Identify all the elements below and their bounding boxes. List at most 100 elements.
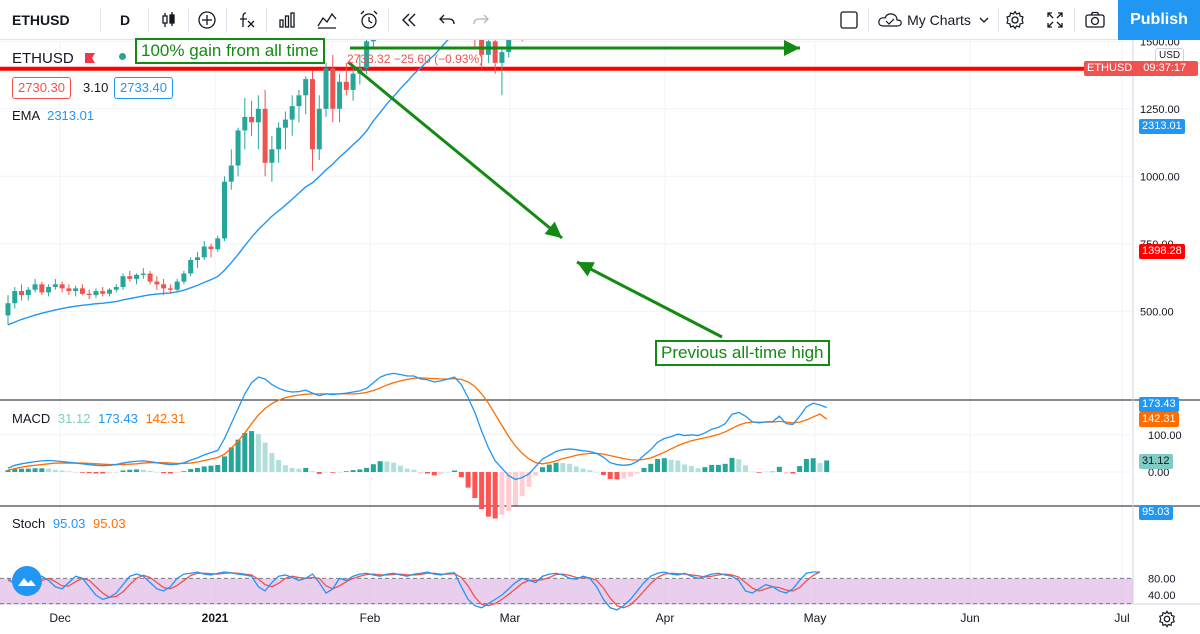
candle-body bbox=[208, 246, 214, 250]
main-legend-symbol[interactable]: ETHUSD bbox=[12, 50, 74, 67]
macd-histogram-bar bbox=[607, 472, 613, 480]
macd-histogram-bar bbox=[161, 472, 167, 474]
macd-histogram-bar bbox=[323, 472, 329, 473]
interval-button[interactable]: D bbox=[119, 12, 131, 28]
tradingview-logo-icon[interactable] bbox=[12, 566, 42, 596]
ema-axis-label: 2313.01 bbox=[1139, 119, 1185, 134]
undo-icon[interactable] bbox=[432, 0, 462, 40]
macd-histogram-bar bbox=[763, 471, 769, 473]
candle-body bbox=[201, 246, 207, 258]
cloud-icon bbox=[877, 12, 903, 28]
stoch-d-line bbox=[7, 571, 821, 609]
macd-histogram-bar bbox=[519, 472, 525, 497]
settings-icon[interactable] bbox=[1000, 0, 1030, 40]
macd-histogram-bar bbox=[52, 469, 58, 472]
candle-body bbox=[343, 81, 349, 90]
macd-histogram-bar bbox=[391, 462, 397, 472]
layout-icon[interactable] bbox=[834, 0, 864, 40]
last-price-time: 09:37:17 bbox=[1143, 62, 1187, 74]
time-tick-label: May bbox=[804, 611, 827, 625]
macd-histogram-bar bbox=[350, 470, 356, 472]
last-price-label: ETHUSD 09:37:17 bbox=[1084, 61, 1198, 76]
macd-histogram-bar bbox=[770, 471, 776, 473]
candle-body bbox=[46, 287, 52, 293]
candle-body bbox=[100, 291, 106, 294]
stoch-tick-label: 80.00 bbox=[1148, 573, 1176, 585]
macd-histogram-bar bbox=[749, 471, 755, 473]
macd-histogram-bar bbox=[19, 468, 25, 472]
macd-histogram-bar bbox=[208, 465, 214, 472]
macd-histogram-bar bbox=[600, 472, 606, 475]
candles-icon[interactable] bbox=[154, 0, 184, 40]
macd-line bbox=[7, 372, 827, 481]
macd-histogram-bar bbox=[418, 472, 424, 474]
replay-icon[interactable] bbox=[394, 0, 424, 40]
macd-legend[interactable]: MACD 31.12 173.43 142.31 bbox=[12, 411, 185, 426]
macd-histogram-bar bbox=[404, 468, 410, 472]
macd-histogram-bar bbox=[702, 467, 708, 472]
macd-histogram-bar bbox=[93, 472, 99, 474]
add-indicator-icon[interactable] bbox=[192, 0, 222, 40]
symbol-search-button[interactable]: ETHUSD bbox=[12, 12, 70, 28]
candle-body bbox=[181, 273, 187, 282]
macd-histogram-bar bbox=[675, 460, 681, 472]
flag-icon[interactable] bbox=[84, 51, 96, 63]
chart-area[interactable]: 500.00750.001000.001250.001500.001750.00… bbox=[0, 40, 1200, 634]
stoch-d-value: 95.03 bbox=[93, 516, 126, 531]
macd-histogram-bar bbox=[472, 472, 478, 499]
candle-body bbox=[194, 257, 200, 260]
candle-body bbox=[25, 289, 31, 296]
candle-body bbox=[282, 119, 288, 128]
time-tick-label: Dec bbox=[49, 611, 70, 625]
macd-signal-value: 142.31 bbox=[145, 411, 186, 426]
sell-price-box[interactable]: 2730.30 bbox=[12, 77, 71, 99]
stoch-label: Stoch bbox=[12, 516, 46, 531]
macd-histogram-bar bbox=[39, 468, 45, 472]
toolbar-divider bbox=[188, 8, 189, 32]
candle-body bbox=[228, 165, 234, 182]
macd-histogram-bar bbox=[661, 458, 667, 472]
candle-body bbox=[276, 127, 282, 150]
stoch-legend[interactable]: Stoch 95.03 95.03 bbox=[12, 516, 126, 531]
alert-icon[interactable] bbox=[354, 0, 384, 40]
macd-histogram-bar bbox=[106, 472, 112, 473]
camera-icon[interactable] bbox=[1080, 0, 1110, 40]
line-chart-icon[interactable] bbox=[312, 0, 342, 40]
macd-histogram-bar bbox=[425, 472, 431, 474]
spread-label: 3.10 bbox=[83, 80, 109, 95]
macd-histogram-bar bbox=[194, 467, 200, 472]
candle-body bbox=[330, 68, 336, 109]
last-price-symbol: ETHUSD bbox=[1087, 62, 1133, 74]
my-charts-button[interactable]: My Charts bbox=[872, 0, 994, 40]
publish-button[interactable]: Publish bbox=[1118, 0, 1200, 40]
macd-histogram-bar bbox=[715, 464, 721, 472]
fx-icon[interactable] bbox=[232, 0, 262, 40]
price-tick-label: 1500.00 bbox=[1140, 40, 1180, 48]
macd-histogram-bar bbox=[330, 472, 336, 473]
toolbar-divider bbox=[1074, 8, 1075, 32]
fullscreen-icon[interactable] bbox=[1040, 0, 1070, 40]
chart-svg[interactable]: 500.00750.001000.001250.001500.001750.00… bbox=[0, 40, 1200, 634]
macd-hist-value: 31.12 bbox=[57, 411, 91, 426]
candle-body bbox=[269, 149, 275, 163]
market-status-dot bbox=[119, 53, 126, 60]
gain-arrow-right-head bbox=[784, 40, 800, 56]
stoch-k-value: 95.03 bbox=[52, 516, 86, 531]
buy-price-box[interactable]: 2733.40 bbox=[114, 77, 173, 99]
settings-icon[interactable] bbox=[1158, 610, 1176, 628]
macd-histogram-bar bbox=[167, 472, 173, 474]
annotation-previous-high[interactable]: Previous all-time high bbox=[655, 340, 830, 366]
macd-histogram-bar bbox=[66, 471, 72, 472]
macd-histogram-bar bbox=[546, 464, 552, 472]
annotation-gain[interactable]: 100% gain from all time bbox=[135, 38, 325, 64]
candle-body bbox=[73, 288, 79, 292]
macd-histogram-bar bbox=[776, 466, 782, 472]
time-tick-label: Jul bbox=[1114, 611, 1129, 625]
ema-legend[interactable]: EMA 2313.01 bbox=[12, 108, 94, 123]
redo-icon[interactable] bbox=[466, 0, 496, 40]
macd-histogram-bar bbox=[316, 472, 322, 474]
macd-histogram-bar bbox=[621, 472, 627, 479]
candle-body bbox=[86, 293, 92, 296]
bar-chart-icon[interactable] bbox=[272, 0, 302, 40]
macd-histogram-bar bbox=[309, 471, 315, 472]
